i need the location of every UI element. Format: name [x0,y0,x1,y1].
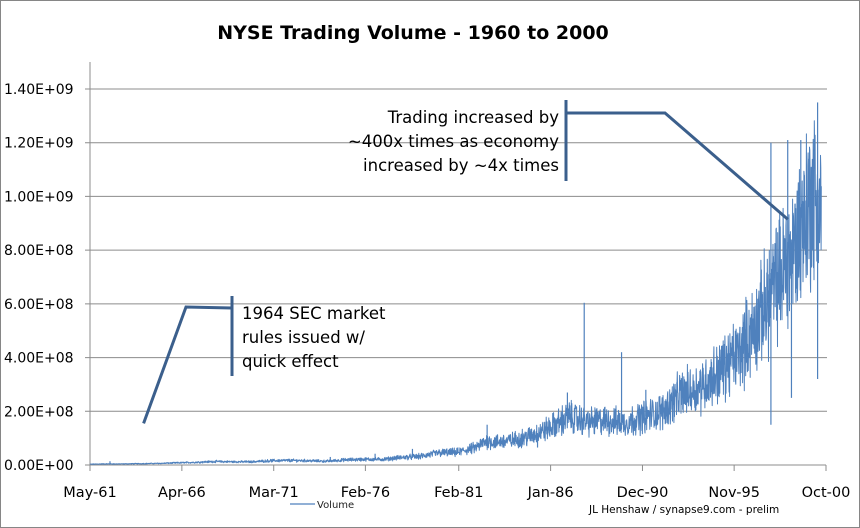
annotation-growth-line: Trading increased by [387,108,560,127]
x-tick-label: Feb-81 [434,485,483,501]
y-tick-label: 6.00E+08 [4,297,74,313]
callout-leader-sec [142,305,233,424]
chart-title: NYSE Trading Volume - 1960 to 2000 [217,22,609,44]
annotation-sec-line: 1964 SEC market [242,304,386,323]
x-tick-label: Dec-90 [617,485,669,501]
x-tick-label: Feb-76 [341,485,390,501]
y-tick-label: 4.00E+08 [4,351,74,367]
x-tick-label: May-61 [63,485,116,501]
x-tick-label: Mar-71 [249,485,299,501]
y-tick-label: 1.40E+09 [4,82,74,98]
x-tick-label: Apr-66 [158,485,206,501]
credit-text: JL Henshaw / synapse9.com - prelim [588,504,779,516]
annotations: 1964 SEC market rules issued w/quick effe… [142,100,789,424]
y-tick-label: 2.00E+08 [4,404,74,420]
y-tick-label: 8.00E+08 [4,243,74,259]
x-axis: May-61 Apr-66 Mar-71 Feb-76 Feb-81 Jan-86 Dec-… [63,62,850,501]
volume-series [89,102,822,465]
x-tick-label: Jan-86 [527,485,574,501]
callout-leader-growth [567,111,789,221]
x-tick-label: Oct-00 [802,485,851,501]
gridlines [85,88,827,466]
x-tick-label: Nov-95 [708,485,760,501]
y-tick-label: 1.20E+09 [4,136,74,152]
series-line-volume [89,120,822,465]
annotation-growth-line: increased by ~4x times [363,156,559,175]
y-tick-label: 1.00E+09 [4,189,74,205]
legend-label-volume: Volume [317,500,354,511]
annotation-growth-line: ~400x times as economy [348,132,559,151]
y-tick-label: 0.00E+00 [4,458,74,474]
legend: Volume [290,500,354,511]
annotation-sec-line: quick effect [242,352,339,371]
y-axis-ticks: 0.00E+00 2.00E+08 4.00E+08 6.00E+08 8.00E+08… [4,82,74,474]
annotation-sec-line: rules issued w/ [242,328,365,347]
